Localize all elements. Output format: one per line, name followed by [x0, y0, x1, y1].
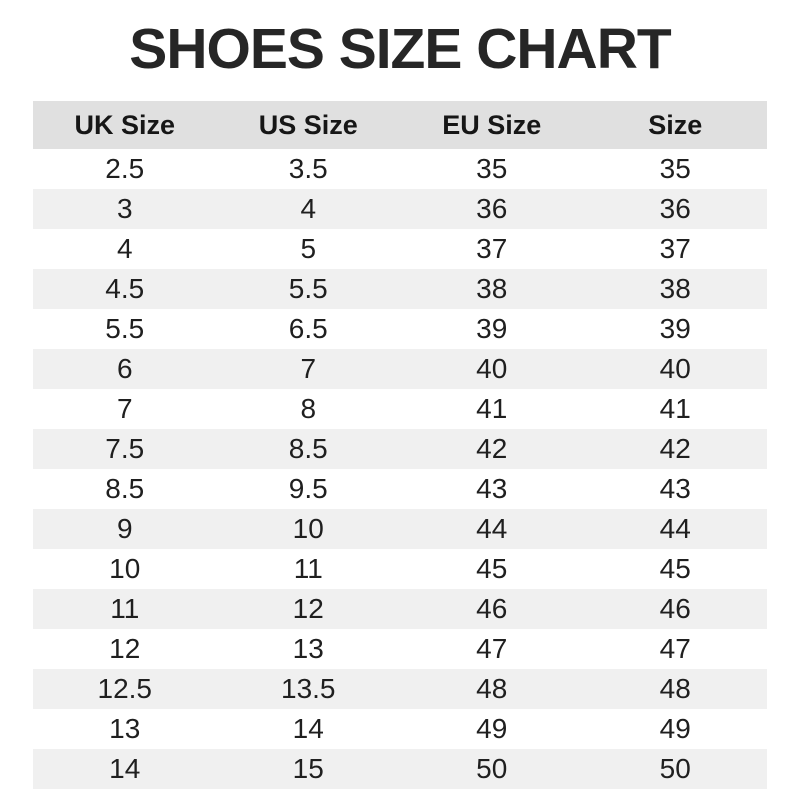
size-cell: 37 [659, 233, 691, 265]
size-cell: 50 [659, 753, 691, 785]
size-cell: 15 [292, 753, 324, 785]
size-cell: 4 [116, 233, 133, 265]
size-cell: 48 [659, 673, 691, 705]
size-cell: 45 [476, 553, 508, 585]
size-cell: 12 [109, 633, 141, 665]
size-cell: 48 [476, 673, 508, 705]
size-cell: 11 [293, 553, 323, 585]
size-cell: 44 [659, 513, 691, 545]
size-cell: 46 [659, 593, 691, 625]
size-cell: 5.5 [288, 273, 328, 305]
size-cell: 8.5 [105, 473, 145, 505]
size-cell: 39 [659, 313, 691, 345]
table-row: 4 5 37 37 [33, 229, 767, 270]
table-row: 11 12 46 46 [33, 589, 767, 630]
table-row: 8.5 9.5 43 43 [33, 469, 767, 510]
size-cell: 14 [109, 753, 141, 785]
size-cell: 36 [659, 193, 691, 225]
size-cell: 3.5 [288, 153, 328, 185]
size-cell: 43 [659, 473, 691, 505]
size-cell: 14 [292, 713, 324, 745]
size-cell: 4.5 [105, 273, 145, 305]
size-cell: 45 [659, 553, 691, 585]
column-header: US Size [216, 101, 400, 150]
column-header: Size [583, 101, 767, 150]
table-header: UK Size US Size EU Size Size [33, 101, 767, 150]
table-row: 7 8 41 41 [33, 389, 767, 430]
table-row: 12.5 13.5 48 48 [33, 669, 767, 710]
size-cell: 38 [659, 273, 691, 305]
size-cell: 11 [110, 593, 140, 625]
size-cell: 13.5 [281, 673, 336, 705]
table-row: 14 15 50 50 [33, 749, 767, 790]
table-row: 6 7 40 40 [33, 349, 767, 390]
size-chart-table: UK Size US Size EU Size Size 2.5 3.5 35 35 3 4 36… [33, 101, 767, 790]
size-cell: 10 [292, 513, 324, 545]
table-row: 5.5 6.5 39 39 [33, 309, 767, 350]
size-cell: 3 [116, 193, 133, 225]
size-cell: 42 [659, 433, 691, 465]
size-cell: 41 [476, 393, 508, 425]
size-cell: 49 [476, 713, 508, 745]
size-cell: 35 [476, 153, 508, 185]
table-row: 7.5 8.5 42 42 [33, 429, 767, 470]
size-cell: 35 [659, 153, 691, 185]
size-cell: 7.5 [105, 433, 145, 465]
size-cell: 12.5 [97, 673, 153, 705]
size-cell: 39 [476, 313, 508, 345]
size-cell: 6 [116, 353, 133, 385]
size-cell: 9 [116, 513, 133, 545]
size-cell: 12 [292, 593, 324, 625]
size-cell: 36 [476, 193, 508, 225]
size-cell: 5.5 [105, 313, 145, 345]
page-title: SHOES SIZE CHART [129, 17, 671, 81]
column-header: EU Size [400, 101, 584, 150]
size-cell: 49 [659, 713, 691, 745]
size-cell: 47 [659, 633, 691, 665]
size-cell: 46 [476, 593, 508, 625]
size-cell: 38 [476, 273, 508, 305]
header-row: UK Size US Size EU Size Size [33, 101, 767, 150]
column-header: UK Size [33, 101, 217, 150]
table-row: 12 13 47 47 [33, 629, 767, 670]
size-cell: 40 [476, 353, 508, 385]
size-cell: 6.5 [288, 313, 328, 345]
size-cell: 41 [659, 393, 691, 425]
size-cell: 5 [300, 233, 317, 265]
size-cell: 43 [476, 473, 508, 505]
size-cell: 40 [659, 353, 691, 385]
table-row: 13 14 49 49 [33, 709, 767, 750]
size-cell: 47 [476, 633, 508, 665]
size-cell: 8 [300, 393, 317, 425]
table-row: 3 4 36 36 [33, 189, 767, 230]
size-cell: 50 [476, 753, 508, 785]
size-cell: 42 [476, 433, 508, 465]
size-cell: 7 [116, 393, 133, 425]
size-cell: 44 [476, 513, 508, 545]
size-cell: 10 [109, 553, 141, 585]
size-cell: 2.5 [105, 153, 145, 185]
table-row: 10 11 45 45 [33, 549, 767, 590]
size-cell: 37 [476, 233, 508, 265]
size-cell: 9.5 [288, 473, 328, 505]
table-body: 2.5 3.5 35 35 3 4 36 36 4 5 37 37 4.5 5.5 38 38 5.5 6.5 39… [33, 149, 767, 790]
size-cell: 4 [300, 193, 317, 225]
size-cell: 7 [300, 353, 317, 385]
table-row: 9 10 44 44 [33, 509, 767, 550]
table-row: 4.5 5.5 38 38 [33, 269, 767, 310]
table-row: 2.5 3.5 35 35 [33, 149, 767, 190]
size-cell: 13 [109, 713, 141, 745]
size-cell: 8.5 [288, 433, 328, 465]
size-cell: 13 [292, 633, 324, 665]
